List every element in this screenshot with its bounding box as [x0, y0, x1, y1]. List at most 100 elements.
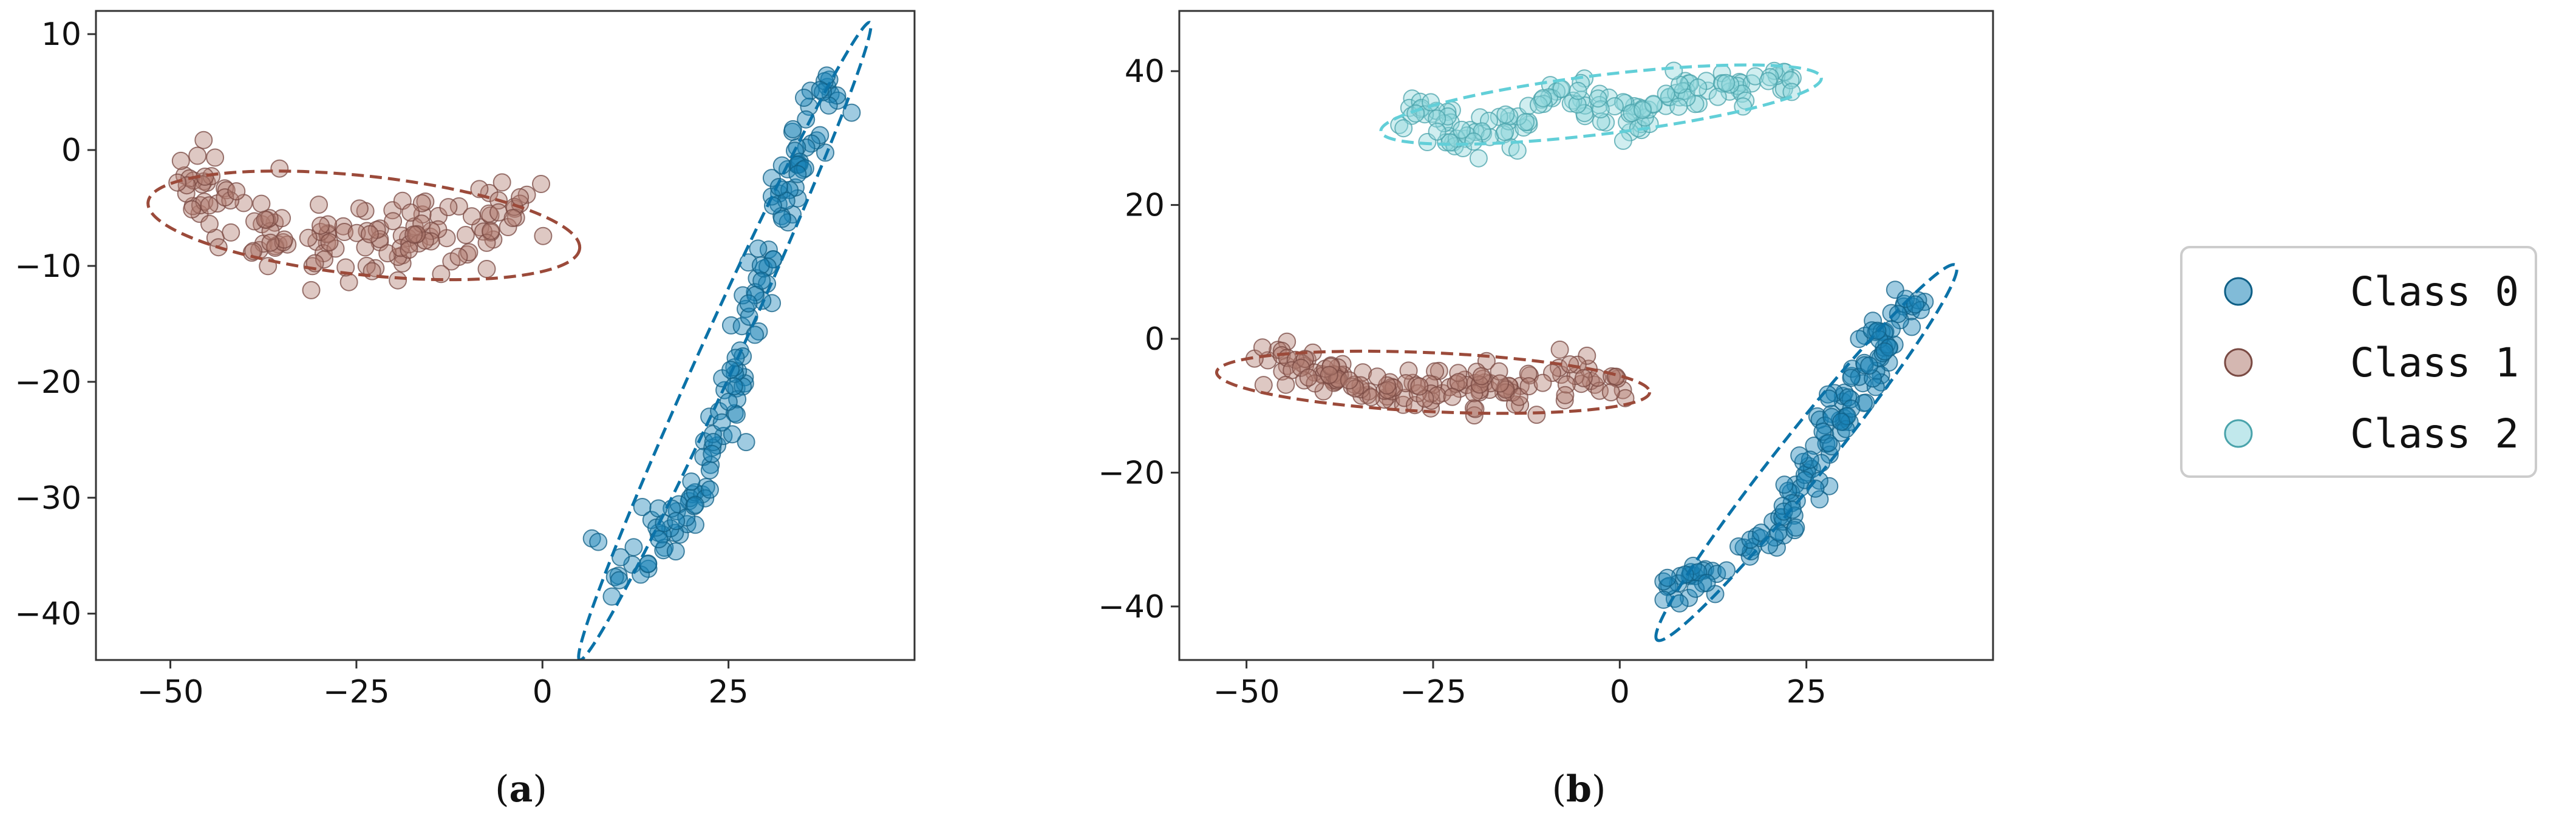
point-class0 — [1839, 388, 1858, 407]
point-class0 — [773, 209, 791, 228]
point-class0 — [1889, 305, 1907, 324]
point-class1 — [1574, 369, 1593, 387]
point-class2 — [1534, 89, 1552, 107]
caption-b-letter: b — [1566, 768, 1592, 811]
point-class1 — [222, 223, 240, 242]
plot-marks-b — [1215, 61, 1959, 642]
y-tick-label-b: 20 — [1125, 188, 1165, 224]
point-class0 — [703, 444, 721, 463]
point-class1 — [1368, 367, 1386, 386]
point-class0 — [1658, 568, 1677, 587]
y-tick-label-b: 40 — [1125, 53, 1165, 90]
series-class1 — [146, 131, 582, 299]
point-class1 — [482, 222, 500, 240]
legend: Class 0 Class 1 Class 2 — [2180, 246, 2537, 478]
point-class1 — [1555, 391, 1574, 410]
point-class2 — [1552, 80, 1571, 98]
point-class1 — [1253, 338, 1272, 357]
plot-area-b — [1179, 11, 1993, 660]
point-class0 — [797, 110, 816, 129]
point-class2 — [1708, 87, 1727, 106]
point-class0 — [795, 89, 813, 107]
point-class1 — [404, 225, 423, 244]
point-class1 — [477, 233, 496, 252]
legend-box — [2180, 246, 2537, 478]
point-class1 — [1466, 400, 1485, 418]
point-class1 — [1340, 371, 1358, 390]
point-class2 — [1440, 133, 1459, 152]
point-class0 — [788, 165, 807, 183]
point-class2 — [1516, 113, 1535, 132]
y-tick-label-a: −30 — [15, 480, 81, 517]
point-class1 — [401, 203, 420, 222]
point-class1 — [1470, 381, 1489, 400]
point-class0 — [1810, 490, 1829, 509]
caption-b: (b) — [1552, 768, 1606, 811]
x-tick-label-b: −25 — [1400, 674, 1467, 710]
x-tick-label-b: 0 — [1610, 674, 1630, 710]
point-class0 — [723, 425, 741, 444]
point-class2 — [1422, 93, 1440, 112]
point-class1 — [421, 232, 440, 251]
point-class1 — [350, 199, 369, 218]
point-class0 — [589, 532, 608, 551]
point-class2 — [1591, 100, 1610, 118]
point-class0 — [1775, 475, 1794, 494]
point-class0 — [712, 413, 731, 432]
point-class0 — [1820, 477, 1839, 495]
ellipse-class1 — [146, 169, 582, 282]
legend-marker-class-1 — [2224, 348, 2253, 377]
point-class1 — [511, 188, 530, 206]
point-class1 — [422, 222, 441, 240]
point-class0 — [1822, 407, 1841, 426]
point-class0 — [667, 512, 686, 531]
point-class2 — [1496, 105, 1515, 124]
point-class1 — [532, 175, 550, 193]
point-class0 — [819, 96, 838, 115]
point-class0 — [633, 498, 652, 516]
point-class1 — [1299, 368, 1318, 387]
point-class1 — [1465, 384, 1484, 403]
point-class0 — [1708, 565, 1726, 583]
point-class1 — [1449, 364, 1468, 383]
x-tick-label-a: −50 — [137, 674, 204, 710]
point-class0 — [1801, 451, 1819, 469]
point-class0 — [1875, 342, 1894, 361]
point-class1 — [1276, 375, 1295, 394]
point-class1 — [227, 182, 246, 201]
x-tick-label-a: 25 — [709, 674, 749, 710]
point-class0 — [1813, 423, 1832, 441]
point-class0 — [749, 239, 768, 258]
y-tick-label-b: 0 — [1145, 321, 1165, 358]
point-class0 — [700, 480, 719, 499]
point-class0 — [1686, 579, 1705, 598]
legend-marker-class-0 — [2224, 277, 2253, 306]
point-class0 — [686, 483, 704, 502]
plot-marks-a — [146, 21, 873, 660]
point-class0 — [1903, 318, 1921, 336]
point-class1 — [1443, 387, 1462, 406]
point-class1 — [389, 271, 407, 290]
point-class2 — [1665, 61, 1683, 80]
point-class2 — [1496, 123, 1515, 141]
point-class0 — [1822, 437, 1841, 456]
series-class1 — [1215, 332, 1652, 425]
series-class2 — [1379, 61, 1823, 168]
point-class0 — [783, 120, 802, 138]
point-class1 — [360, 225, 379, 243]
point-class1 — [1254, 376, 1273, 395]
legend-label-class-2: Class 2 — [2350, 410, 2519, 457]
point-class0 — [1906, 295, 1924, 314]
point-class1 — [206, 148, 225, 167]
legend-marker-class-2 — [2224, 419, 2253, 448]
point-class2 — [1589, 89, 1607, 108]
point-class0 — [1825, 384, 1844, 403]
plot-area-a — [96, 11, 915, 660]
point-class0 — [666, 542, 685, 561]
point-class2 — [1428, 109, 1446, 128]
point-class1 — [439, 198, 458, 217]
point-class2 — [1508, 141, 1527, 160]
point-class0 — [769, 178, 788, 196]
axes-frame-b — [1178, 10, 1994, 661]
